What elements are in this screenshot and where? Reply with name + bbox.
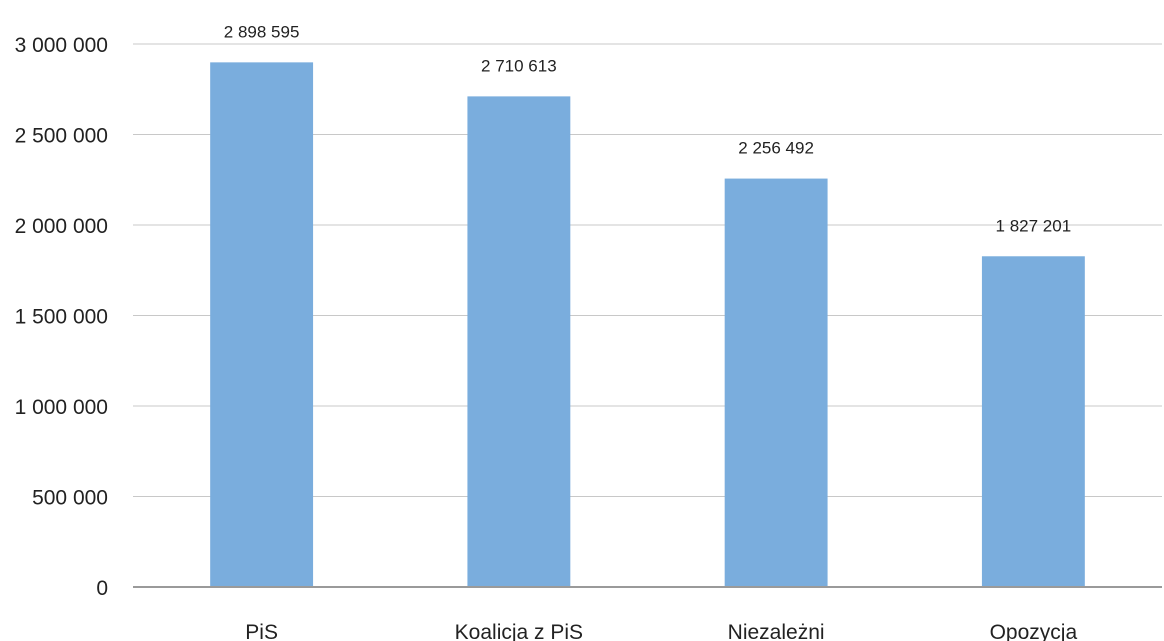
data-labels: 2 898 595 2 710 613 2 256 492 1 827 201 — [224, 22, 1071, 235]
y-tick-label: 0 — [96, 577, 108, 600]
bar-value-label: 1 827 201 — [996, 216, 1072, 235]
bar-value-label: 2 256 492 — [738, 139, 814, 158]
y-tick-label: 2 500 000 — [15, 125, 108, 148]
y-axis-ticks: 0 500 000 1 000 000 1 500 000 2 000 000 2 500… — [15, 34, 108, 600]
y-tick-label: 2 000 000 — [15, 215, 108, 238]
y-tick-label: 1 500 000 — [15, 306, 108, 329]
bar-value-label: 2 710 613 — [481, 56, 557, 75]
x-axis-ticks: PiS Koalicja z PiS Niezależni Opozycja — [245, 621, 1077, 641]
category-label: Opozycja — [990, 621, 1078, 641]
category-label: Niezależni — [728, 621, 825, 641]
bar — [724, 178, 828, 587]
category-label: PiS — [245, 621, 278, 641]
y-tick-label: 500 000 — [32, 487, 108, 510]
bar — [981, 256, 1085, 587]
y-tick-label: 1 000 000 — [15, 396, 108, 419]
bar — [467, 96, 571, 588]
bar-value-label: 2 898 595 — [224, 22, 300, 41]
bars — [210, 62, 1085, 588]
category-label: Koalicja z PiS — [455, 621, 583, 641]
y-tick-label: 3 000 000 — [15, 34, 108, 57]
bar — [210, 62, 314, 587]
